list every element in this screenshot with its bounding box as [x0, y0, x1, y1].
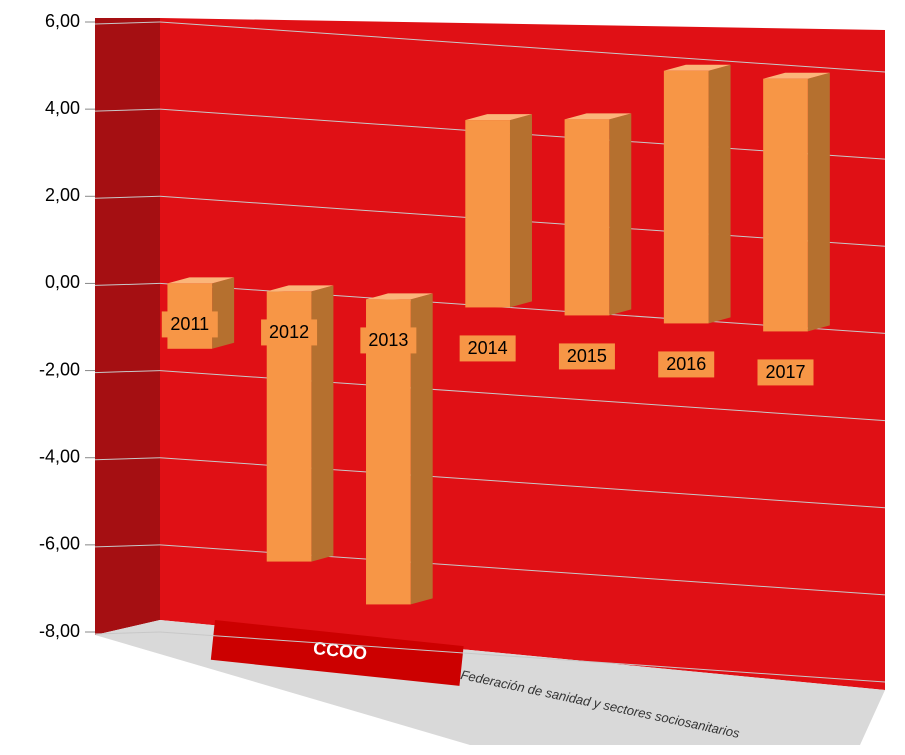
bar-top [366, 293, 433, 300]
x-label-bg [757, 359, 814, 386]
x-label-bg [459, 335, 516, 362]
y-tick-label: 2,00 [45, 185, 80, 205]
x-tick-label: 2014 [468, 338, 508, 358]
y-tick-label: 0,00 [45, 272, 80, 292]
y-tick-label: 4,00 [45, 98, 80, 118]
side-wall [95, 18, 160, 635]
bar-top [663, 64, 731, 71]
x-tick-label: 2016 [666, 354, 706, 374]
grid-line [159, 21, 886, 73]
bar-side [807, 72, 830, 332]
x-label-bg [360, 327, 417, 354]
x-label-bg [558, 343, 615, 370]
bar-side [509, 114, 532, 308]
x-tick-label: 2013 [368, 330, 408, 350]
x-label-bg [161, 311, 218, 338]
bar-top [763, 72, 830, 79]
x-tick-label: 2011 [170, 314, 209, 334]
y-tick-label: -4,00 [39, 446, 80, 466]
bar [763, 78, 808, 332]
y-tick-label: 6,00 [45, 11, 80, 31]
bar [663, 70, 709, 324]
bar [465, 120, 510, 308]
x-tick-label: 2012 [269, 322, 309, 342]
grid-line [159, 631, 886, 683]
grid-line [94, 195, 161, 199]
bar-top [564, 113, 632, 120]
x-tick-label: 2017 [765, 362, 805, 382]
bar-side [311, 285, 334, 562]
grid-line [94, 108, 161, 112]
y-tick-label: -6,00 [39, 534, 80, 554]
bar-side [410, 293, 433, 605]
grid-line [94, 370, 161, 374]
x-label-bg [658, 351, 715, 378]
y-tick-label: -8,00 [39, 621, 80, 641]
grid-line [94, 544, 161, 548]
grid-line [94, 631, 161, 635]
bar-side [708, 64, 731, 324]
grid-line [94, 457, 161, 461]
bar-top [167, 277, 235, 284]
bar [564, 119, 610, 316]
logo [210, 620, 464, 686]
bar-side [609, 113, 632, 316]
grid-line [94, 21, 161, 25]
bar-top [465, 114, 532, 121]
x-tick-label: 2015 [567, 346, 607, 366]
bar-top [266, 285, 334, 292]
grid-line [94, 282, 161, 286]
x-label-bg [261, 319, 318, 346]
y-tick-label: -2,00 [39, 359, 80, 379]
